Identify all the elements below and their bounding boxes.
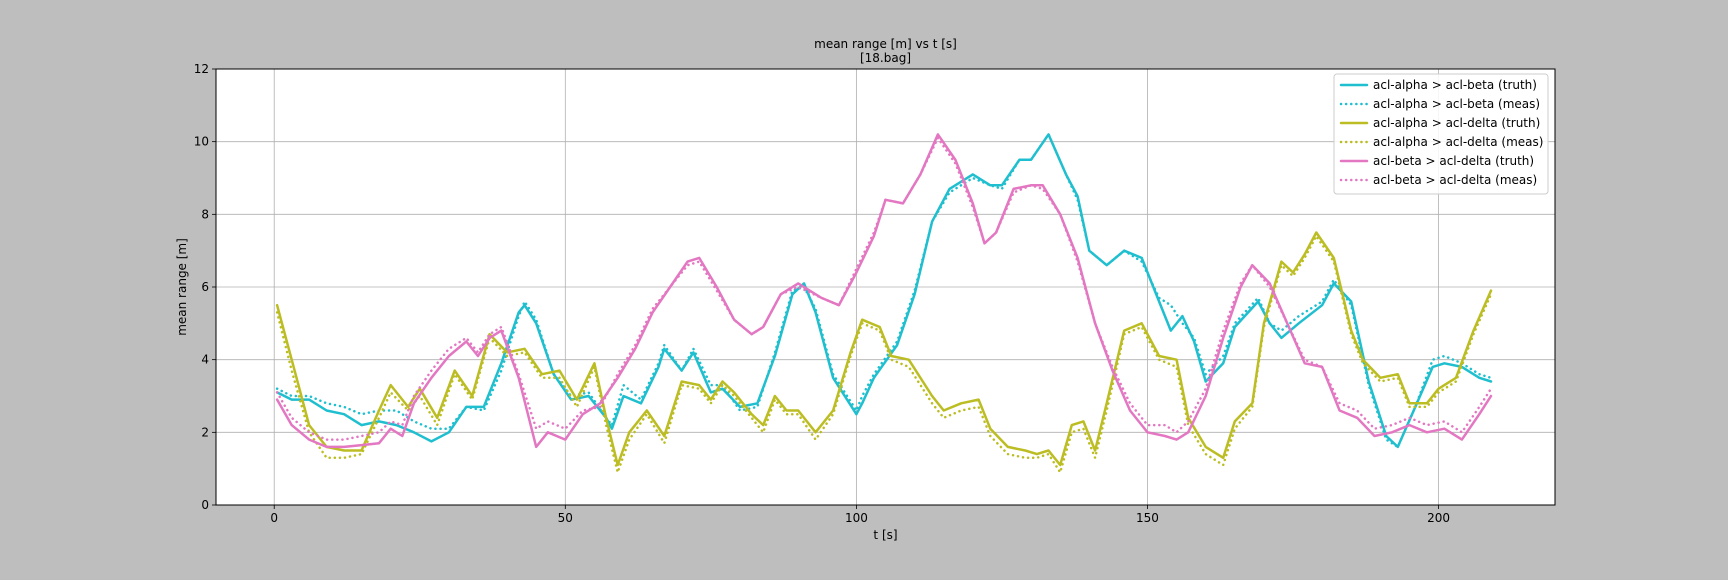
y-tick-label: 0 <box>201 498 209 512</box>
x-axis-label: t [s] <box>873 528 897 542</box>
y-tick-label: 6 <box>201 280 209 294</box>
x-tick-label: 0 <box>270 511 278 525</box>
series-group <box>275 133 1493 474</box>
y-tick-label: 4 <box>201 353 209 367</box>
series-line-1 <box>275 133 1493 449</box>
y-tick-label: 12 <box>194 62 209 76</box>
chart-subtitle: [18.bag] <box>860 51 911 65</box>
grid <box>216 68 1555 506</box>
series-line-2 <box>275 133 1493 449</box>
series-line-5 <box>275 133 1493 449</box>
x-tick-label: 150 <box>1136 511 1159 525</box>
chart-title: mean range [m] vs t [s] <box>814 37 957 51</box>
series-line-4 <box>275 234 1493 474</box>
x-tick-label: 50 <box>558 511 573 525</box>
y-tick-label: 10 <box>194 135 209 149</box>
legend: acl-alpha > acl-beta (truth) acl-alpha > … <box>1333 73 1549 195</box>
legend-box <box>1333 73 1549 195</box>
legend-entry: acl-alpha > acl-beta (meas) <box>1373 97 1540 111</box>
legend-entry: acl-alpha > acl-delta (truth) <box>1373 116 1540 130</box>
legend-entry: acl-alpha > acl-delta (meas) <box>1373 135 1543 149</box>
x-tick-label: 200 <box>1427 511 1450 525</box>
legend-entry: acl-beta > acl-delta (meas) <box>1373 173 1537 187</box>
y-tick-label: 2 <box>201 425 209 439</box>
x-tick-label: 100 <box>845 511 868 525</box>
legend-entry: acl-beta > acl-delta (truth) <box>1373 154 1534 168</box>
legend-entry: acl-alpha > acl-beta (truth) <box>1373 78 1537 92</box>
series-line-3 <box>275 231 1493 467</box>
y-tick-label: 8 <box>201 207 209 221</box>
y-axis-label: mean range [m] <box>175 238 189 336</box>
axis-ticks: 0 50 100 150 200 0 2 4 6 8 10 12 <box>194 62 1450 525</box>
